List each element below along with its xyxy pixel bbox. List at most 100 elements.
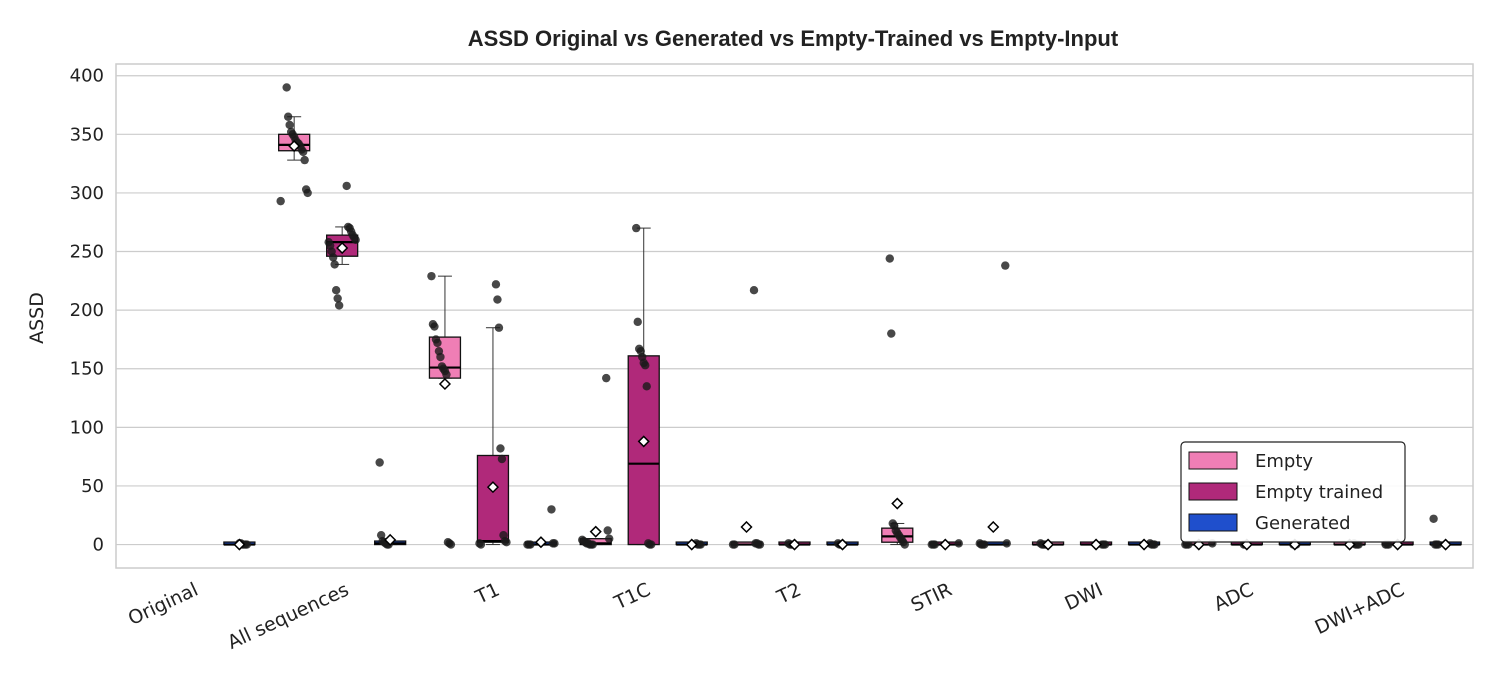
y-tick-label: 200 — [70, 300, 104, 321]
data-point — [497, 454, 507, 464]
mean-marker — [288, 139, 301, 153]
mean-marker — [1137, 538, 1151, 551]
y-tick-labels: 0 50 100 150 200 250 300 350 400 — [70, 66, 104, 556]
legend-label-empty: Empty — [1255, 451, 1313, 472]
mean-marker — [891, 497, 904, 510]
data-point — [494, 323, 504, 332]
data-point — [431, 335, 441, 344]
y-tick-label: 50 — [81, 476, 104, 497]
data-point — [300, 155, 309, 165]
x-tick-label-t1: T1 — [471, 579, 503, 609]
y-tick-label: 350 — [70, 124, 104, 145]
data-point — [493, 295, 502, 304]
legend-swatch-generated — [1188, 513, 1238, 532]
x-tick-label-dwi: DWI — [1061, 579, 1106, 615]
mean-marker — [987, 520, 1000, 534]
y-tick-label: 300 — [70, 183, 104, 204]
data-point — [343, 222, 353, 232]
data-point — [523, 540, 532, 549]
data-point — [286, 127, 296, 137]
x-tick-label-dwi-adc: DWI+ADC — [1312, 579, 1408, 639]
y-tick-label: 250 — [70, 242, 104, 263]
x-tick-labels: Original All sequences T1 T1C T2 STIR DWI ADC DW… — [125, 579, 1408, 654]
data-point — [330, 260, 339, 269]
x-tick-label-original: Original — [125, 579, 202, 630]
x-tick-label-adc: ADC — [1211, 579, 1257, 616]
data-point — [427, 271, 436, 281]
data-point — [548, 539, 558, 548]
y-axis-label: ASSD — [26, 292, 48, 344]
mean-marker — [438, 377, 452, 391]
box-empty-trained-t1 — [476, 327, 510, 546]
legend: Empty Empty trained Generated — [1180, 441, 1406, 543]
mean-marker — [836, 538, 849, 551]
data-point — [282, 83, 291, 92]
data-point — [728, 540, 738, 549]
x-tick-label-t2: T2 — [773, 579, 805, 609]
data-point — [334, 301, 344, 310]
data-point — [1002, 539, 1011, 548]
data-point — [888, 519, 897, 528]
data-point — [285, 120, 294, 130]
point-layer — [233, 83, 1452, 551]
data-point — [437, 362, 447, 371]
data-point — [1430, 540, 1440, 549]
mean-marker — [939, 538, 952, 551]
data-point — [333, 294, 342, 303]
mean-marker — [336, 241, 349, 255]
data-point — [443, 538, 453, 547]
mean-marker — [534, 536, 548, 549]
mean-marker — [233, 538, 246, 551]
data-point — [1429, 514, 1438, 523]
legend-swatch-empty — [1188, 451, 1238, 470]
y-tick-label: 150 — [70, 359, 104, 380]
data-point — [927, 540, 936, 549]
data-point — [602, 373, 611, 383]
data-point — [547, 505, 556, 514]
y-tick-label: 0 — [93, 535, 104, 556]
data-point — [603, 526, 612, 535]
data-point — [885, 254, 894, 263]
chart-title: ASSD Original vs Generated vs Empty-Trai… — [468, 26, 1119, 51]
y-tick-label: 400 — [70, 66, 104, 87]
data-point — [375, 458, 384, 467]
legend-label-empty-trained: Empty trained — [1255, 482, 1383, 503]
data-point — [301, 185, 311, 194]
data-point — [954, 539, 963, 548]
data-point — [276, 196, 285, 206]
data-point — [1036, 539, 1045, 548]
mean-marker — [788, 538, 801, 551]
mean-marker — [589, 525, 602, 538]
data-point — [491, 280, 501, 289]
mean-marker — [1439, 538, 1452, 551]
mean-marker — [740, 520, 753, 534]
mean-marker — [637, 435, 650, 448]
data-point — [331, 286, 341, 295]
data-point — [635, 344, 644, 354]
plot-frame — [115, 63, 1474, 569]
data-point — [283, 112, 293, 121]
data-point — [642, 382, 651, 391]
data-point — [499, 530, 508, 540]
data-point — [578, 535, 587, 545]
legend-label-generated: Generated — [1255, 513, 1351, 534]
y-tick-label: 100 — [70, 417, 104, 438]
x-tick-label-stir: STIR — [908, 579, 956, 617]
data-point — [975, 539, 984, 548]
mean-marker — [685, 538, 698, 551]
mean-marker — [1089, 538, 1103, 551]
data-point — [324, 237, 333, 247]
box-body — [476, 454, 510, 543]
data-point — [434, 346, 444, 356]
data-point — [644, 539, 653, 548]
data-point — [428, 320, 438, 329]
data-point — [496, 444, 505, 453]
mean-marker — [486, 481, 500, 494]
data-point — [887, 329, 896, 338]
mean-marker — [384, 533, 397, 546]
data-point — [632, 223, 641, 233]
data-point — [605, 534, 614, 543]
mean-marker — [1041, 538, 1055, 551]
data-point — [633, 317, 642, 327]
